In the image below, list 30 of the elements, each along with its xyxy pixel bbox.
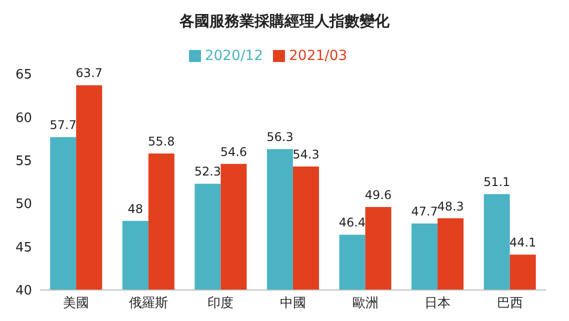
x-tick-label: 美國 [63,295,90,312]
data-label: 54.3 [292,147,320,162]
data-label: 52.3 [194,164,222,179]
data-label: 49.6 [364,188,392,202]
y-tick-label: 60 [15,110,32,126]
legend-label: 2021/03 [289,48,348,64]
legend-label: 2020/12 [204,48,263,64]
y-tick-label: 55 [15,154,32,170]
data-label: 48.3 [437,199,464,214]
data-label: 56.3 [266,130,294,144]
x-tick-label: 歐洲 [352,296,378,312]
x-tick-label: 巴西 [496,296,523,312]
y-tick-label: 40 [15,284,32,299]
chart-title: 各國服務業採購經理人指數變化 [178,12,390,31]
data-label: 51.1 [483,175,510,190]
x-tick-label: 中國 [280,296,306,312]
data-label: 55.8 [148,134,175,148]
x-tick-label: 日本 [424,296,451,312]
data-label: 54.6 [220,144,248,159]
data-label: 48 [128,202,144,216]
x-tick-label: 印度 [208,295,234,312]
data-label: 57.7 [50,118,76,132]
y-tick-label: 50 [15,197,32,212]
x-tick-label: 俄羅斯 [128,296,168,312]
data-label: 47.7 [411,204,438,218]
y-tick-label: 65 [15,68,32,83]
data-label: 44.1 [509,236,536,250]
data-label: 46.4 [338,216,366,230]
data-label: 63.7 [76,66,102,80]
y-tick-label: 45 [15,240,32,256]
